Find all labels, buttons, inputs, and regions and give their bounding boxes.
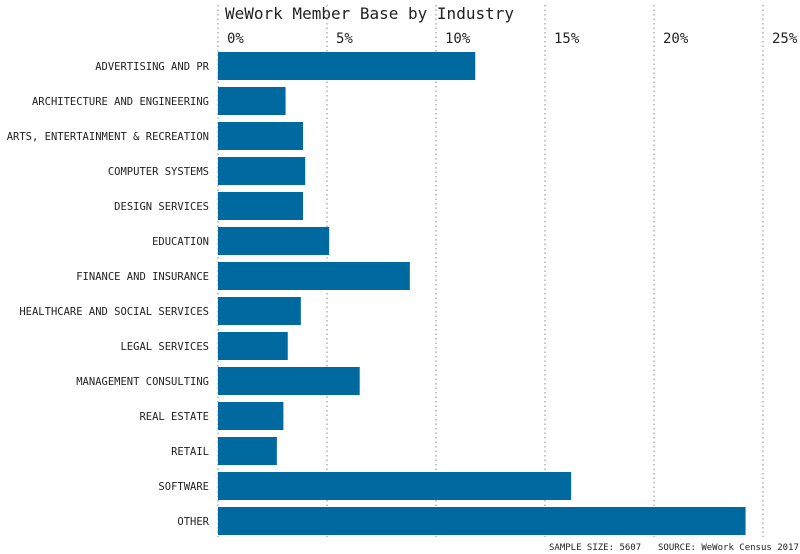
bar [218, 262, 410, 290]
category-label: EDUCATION [152, 236, 209, 248]
bar [218, 402, 284, 430]
category-label: LEGAL SERVICES [120, 341, 209, 353]
category-label: DESIGN SERVICES [114, 201, 209, 213]
category-label: COMPUTER SYSTEMS [108, 166, 209, 178]
category-label: ADVERTISING AND PR [95, 61, 209, 73]
x-tick-label: 25% [772, 31, 798, 47]
category-labels: ADVERTISING AND PR ARCHITECTURE AND ENGIN… [7, 61, 210, 528]
bar [218, 87, 286, 115]
bar [218, 227, 330, 255]
bar [218, 297, 301, 325]
sample-size-note: SAMPLE SIZE: 5607 [549, 543, 641, 553]
category-label: MANAGEMENT CONSULTING [76, 376, 209, 388]
source-note: SOURCE: WeWork Census 2017 [658, 543, 799, 553]
category-label: RETAIL [171, 446, 209, 458]
x-tick-label: 5% [336, 31, 353, 47]
x-tick-label: 15% [554, 31, 580, 47]
x-axis-ticks: 0% 5% 10% 15% 20% 25% [227, 31, 798, 47]
x-tick-label: 0% [227, 31, 244, 47]
x-tick-label: 10% [445, 31, 471, 47]
category-label: REAL ESTATE [139, 411, 209, 423]
bar [218, 437, 277, 465]
bar [218, 367, 360, 395]
bar [218, 157, 306, 185]
category-label: FINANCE AND INSURANCE [76, 271, 209, 283]
bar [218, 507, 746, 535]
category-label: ARCHITECTURE AND ENGINEERING [32, 96, 209, 108]
category-label: OTHER [177, 516, 209, 528]
x-tick-label: 20% [663, 31, 689, 47]
bar [218, 192, 304, 220]
bar [218, 472, 572, 500]
bars [218, 52, 746, 535]
bar [218, 52, 476, 80]
bar [218, 332, 288, 360]
category-label: HEALTHCARE AND SOCIAL SERVICES [19, 306, 209, 318]
chart-title: WeWork Member Base by Industry [225, 4, 514, 23]
category-label: SOFTWARE [158, 481, 209, 493]
category-label: ARTS, ENTERTAINMENT & RECREATION [7, 131, 209, 143]
bar [218, 122, 304, 150]
